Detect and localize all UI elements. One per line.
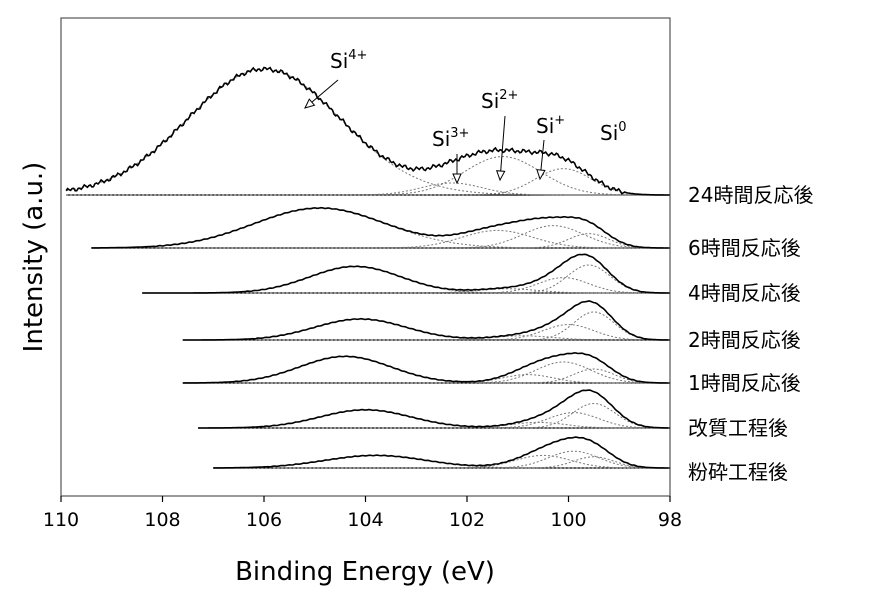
- series-label: 24時間反応後: [688, 183, 813, 207]
- series-envelope: [182, 352, 669, 384]
- x-tick-label: 98: [658, 509, 682, 531]
- annotation-arrowhead: [495, 170, 506, 182]
- peak-annotations: Si4+Si3+Si2+Si+Si0: [304, 48, 627, 185]
- annotation-arrowhead: [452, 173, 462, 185]
- fit-component: [213, 456, 668, 469]
- annotation-label: Si0: [600, 120, 627, 145]
- fit-component: [66, 182, 669, 196]
- annotation-si-1: Si4+: [304, 48, 367, 109]
- series-label: 2時間反応後: [688, 328, 801, 352]
- x-tick-label: 102: [449, 509, 485, 531]
- x-axis-title: Binding Energy (eV): [235, 557, 495, 587]
- fit-component: [213, 450, 668, 469]
- annotation-label: Si+: [536, 113, 565, 138]
- annotation-arrowhead: [304, 98, 316, 109]
- series-4: 2時間反応後: [182, 300, 801, 352]
- series-layer: 24時間反応後 6時間反応後 4時間反応後 2時間反応後 1時間反応後改質工程後粉砕工程…: [65, 66, 813, 484]
- annotation-base: Si: [330, 49, 348, 73]
- x-tick-label: 100: [550, 509, 586, 531]
- annotation-base: Si: [600, 121, 618, 145]
- fit-component: [91, 233, 668, 249]
- fit-component: [66, 168, 669, 196]
- series-3: 4時間反応後: [142, 253, 801, 305]
- fit-component: [142, 265, 668, 294]
- fit-component: [182, 368, 668, 384]
- x-axis-ticks: 110 108 106 104 102 100 98: [43, 496, 682, 531]
- fit-component: [213, 454, 668, 469]
- fit-component: [198, 402, 670, 429]
- series-7: 粉砕工程後: [213, 436, 788, 484]
- series-envelope: [182, 300, 669, 341]
- annotation-base: Si: [536, 114, 554, 138]
- annotation-sup: +: [554, 113, 565, 128]
- series-6: 改質工程後: [198, 389, 788, 440]
- series-envelope: [65, 66, 669, 196]
- series-1: 24時間反応後: [65, 66, 813, 207]
- annotation-base: Si: [481, 89, 499, 113]
- fit-component: [198, 409, 669, 429]
- annotation-sup: 2+: [499, 88, 518, 103]
- fit-component: [182, 311, 669, 341]
- x-tick-label: 110: [43, 509, 79, 531]
- annotation-sup: 0: [618, 120, 626, 135]
- y-axis-title: Intensity (a.u.): [19, 162, 49, 353]
- annotation-base: Si: [432, 127, 450, 151]
- series-label: 粉砕工程後: [688, 460, 788, 484]
- series-label: 4時間反応後: [688, 281, 801, 305]
- annotation-arrowhead: [536, 169, 546, 181]
- fit-component: [91, 207, 668, 249]
- series-label: 6時間反応後: [688, 236, 801, 260]
- series-5: 1時間反応後: [182, 352, 801, 395]
- fit-component: [66, 68, 669, 196]
- annotation-si-3: Si2+: [481, 88, 518, 182]
- annotation-si-2: Si3+: [432, 126, 469, 185]
- series-envelope: [142, 253, 669, 294]
- annotation-sup: 3+: [450, 126, 469, 141]
- fit-component: [66, 156, 669, 196]
- series-label: 改質工程後: [688, 416, 788, 440]
- x-tick-label: 108: [144, 509, 180, 531]
- annotation-label: Si4+: [330, 48, 367, 73]
- plot-area-frame: [60, 17, 671, 497]
- fit-component: [198, 421, 669, 429]
- fit-component: [142, 264, 668, 294]
- series-label: 1時間反応後: [688, 371, 801, 395]
- fit-component: [142, 277, 668, 294]
- series-envelope: [91, 206, 669, 249]
- x-tick-label: 106: [246, 509, 282, 531]
- series-envelope: [198, 389, 669, 429]
- x-tick-label: 104: [347, 509, 383, 531]
- series-envelope: [213, 436, 669, 469]
- series-2: 6時間反応後: [91, 206, 801, 260]
- annotation-si-5: Si0: [600, 120, 627, 145]
- annotation-sup: 4+: [348, 48, 367, 63]
- annotation-label: Si3+: [432, 126, 469, 151]
- annotation-si-4: Si+: [536, 113, 565, 181]
- fit-component: [91, 229, 668, 249]
- fit-component: [182, 318, 668, 341]
- annotation-label: Si2+: [481, 88, 518, 113]
- annotation-arrow-line: [499, 115, 506, 181]
